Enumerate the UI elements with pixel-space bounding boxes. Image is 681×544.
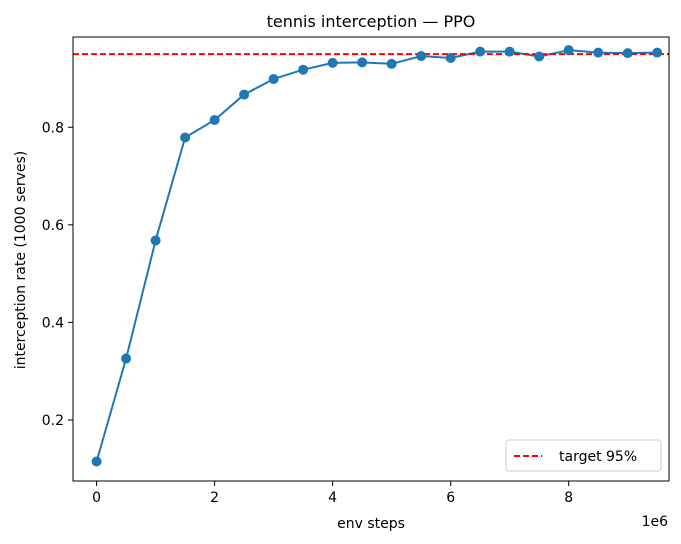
legend-frame xyxy=(505,439,662,472)
x-axis-label: env steps xyxy=(337,516,405,532)
data-point xyxy=(504,46,515,57)
y-tick-label: 0.4 xyxy=(42,315,64,331)
data-point xyxy=(386,58,397,69)
data-point xyxy=(209,114,220,125)
data-point xyxy=(91,456,102,467)
data-point xyxy=(327,57,338,68)
data-point xyxy=(121,353,132,364)
data-point xyxy=(475,46,486,57)
x-axis-offset-label: 1e6 xyxy=(642,514,669,530)
x-axis-ticks: 0 2 4 6 8 xyxy=(92,481,573,506)
chart-title: tennis interception — PPO xyxy=(267,12,476,31)
x-tick-label: 0 xyxy=(92,490,101,506)
data-point xyxy=(593,47,604,58)
x-tick-label: 4 xyxy=(328,490,337,506)
legend-target-label: target 95% xyxy=(559,449,637,465)
y-tick-label: 0.6 xyxy=(42,218,64,234)
data-point xyxy=(180,132,191,143)
x-tick-label: 6 xyxy=(446,490,455,506)
data-point xyxy=(445,52,456,63)
data-point xyxy=(622,48,633,59)
legend: target 95% xyxy=(505,439,662,472)
data-point xyxy=(150,235,161,246)
axes-frame xyxy=(72,36,670,482)
y-tick-label: 0.2 xyxy=(42,413,64,429)
y-tick-label: 0.8 xyxy=(42,120,64,136)
series-line xyxy=(95,49,658,462)
data-point xyxy=(357,57,368,68)
y-axis-ticks: 0.2 0.4 0.6 0.8 xyxy=(42,120,73,429)
x-tick-label: 8 xyxy=(564,490,573,506)
data-point xyxy=(563,45,574,56)
plot-area xyxy=(72,36,670,482)
data-point xyxy=(652,47,663,58)
data-point xyxy=(298,64,309,75)
data-point xyxy=(239,89,250,100)
x-tick-label: 2 xyxy=(210,490,219,506)
y-axis-label: interception rate (1000 serves) xyxy=(13,151,29,370)
data-point xyxy=(268,73,279,84)
data-point xyxy=(416,51,427,62)
data-point xyxy=(534,51,545,62)
